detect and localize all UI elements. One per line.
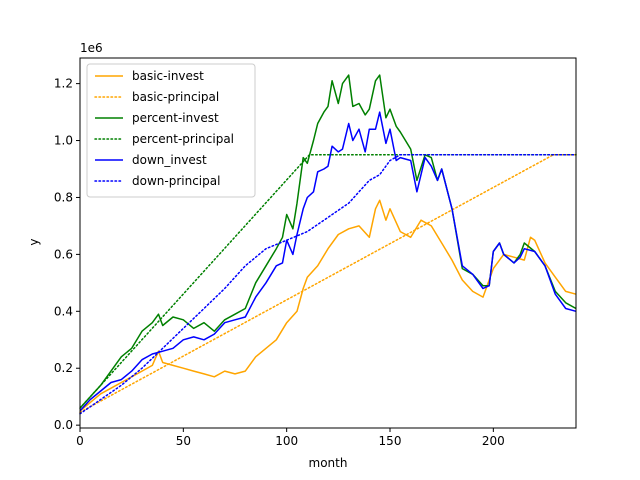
series-line-down_invest	[79, 111, 577, 412]
x-tick-label: 50	[176, 434, 191, 448]
y-tick-label: 0.6	[54, 247, 73, 261]
x-axis-label: month	[309, 456, 348, 470]
y-tick-label: 0.0	[54, 418, 73, 432]
plot-frame	[79, 57, 577, 429]
series-line-down-principal	[79, 154, 577, 415]
y-tick-label: 0.2	[54, 361, 73, 375]
x-tick-label: 100	[275, 434, 298, 448]
legend-label-down_invest: down_invest	[132, 153, 207, 167]
series-layer	[79, 74, 577, 415]
legend: basic-invest basic-principal percent-inves…	[86, 63, 256, 198]
y-tick-label: 0.8	[54, 190, 73, 204]
series-line-percent-principal	[79, 154, 577, 409]
legend-label-basic-invest: basic-invest	[132, 69, 204, 83]
y-tick-label: 1.0	[54, 134, 73, 148]
x-tick-label: 0	[76, 434, 84, 448]
y-axis-label: y	[27, 238, 41, 245]
legend-box	[86, 63, 256, 198]
x-tick-label: 200	[482, 434, 505, 448]
y-tick-label: 0.4	[54, 304, 73, 318]
series-line-basic-invest	[79, 199, 577, 412]
y-offset-label: 1e6	[80, 41, 103, 55]
legend-label-basic-principal: basic-principal	[132, 90, 219, 104]
y-tick-label: 1.2	[54, 77, 73, 91]
legend-label-percent-invest: percent-invest	[132, 111, 219, 125]
x-axis: 0 50 100 150 200	[76, 428, 505, 448]
legend-label-down-principal: down-principal	[132, 174, 220, 188]
y-axis: 0.0 0.2 0.4 0.6 0.8 1.0 1.2	[54, 77, 80, 432]
legend-label-percent-principal: percent-principal	[132, 132, 234, 146]
x-tick-label: 150	[379, 434, 402, 448]
